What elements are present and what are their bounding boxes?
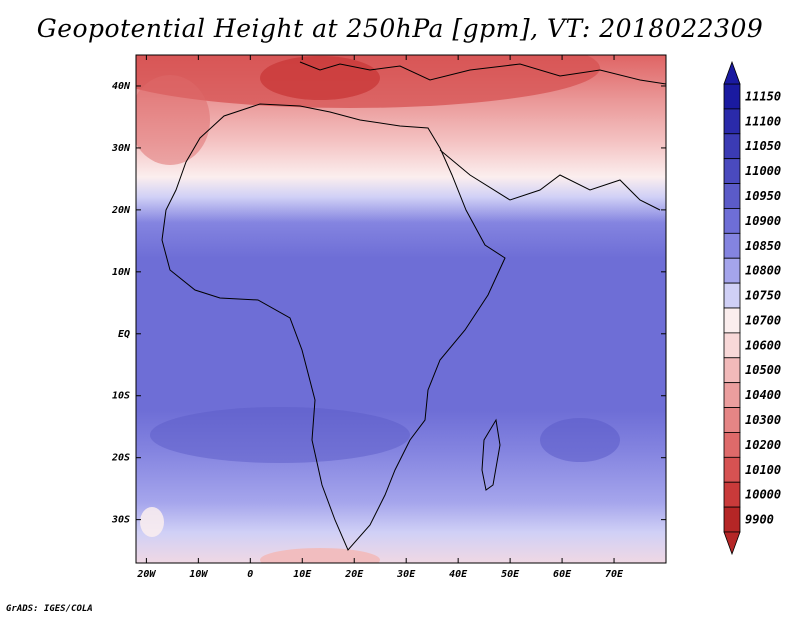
map-frame	[135, 54, 667, 564]
colorbar-swatch	[723, 232, 741, 259]
colorbar-swatch	[723, 332, 741, 359]
colorbar: 11150 11100 11050 11000 10950 10900 10850 10800…	[723, 60, 781, 556]
colorbar-label: 10900	[745, 214, 781, 228]
colorbar-label: 11100	[745, 114, 781, 128]
colorbar-label: 10100	[745, 463, 781, 477]
height-field	[136, 55, 666, 563]
lon-tick-label: 70E	[605, 569, 624, 580]
lat-tick-label: 10N	[112, 267, 131, 278]
lon-tick-label: 50E	[501, 569, 520, 580]
lat-tick-label: 20N	[111, 205, 131, 216]
colorbar-label: 10950	[745, 189, 781, 203]
colorbar-label: 10000	[745, 488, 781, 502]
colorbar-swatch	[723, 257, 741, 284]
lon-tick-label: 20E	[344, 569, 364, 580]
lat-tick-label: 40N	[112, 81, 131, 92]
credit-label: GrADS: IGES/COLA	[6, 604, 93, 614]
latitude-axis: 40N 30N 20N 10N EQ 10S 20S 30S	[111, 81, 666, 526]
colorbar-bottom-arrow	[723, 531, 741, 556]
colorbar-label: 10800	[745, 264, 781, 278]
lon-tick-label: 0	[247, 569, 253, 580]
longitude-axis: 20W 10W 0 10E 20E 30E 40E 50E 60E 70E	[136, 55, 624, 580]
colorbar-swatch	[723, 357, 741, 384]
lon-tick-label: 30E	[396, 569, 416, 580]
colorbar-swatch	[723, 382, 741, 408]
lat-tick-label: EQ	[118, 329, 130, 340]
colorbar-top-arrow	[723, 60, 741, 85]
colorbar-label: 10500	[745, 363, 781, 377]
colorbar-label: 10750	[745, 289, 781, 303]
colorbar-swatch	[723, 307, 741, 334]
colorbar-label: 11150	[745, 89, 781, 103]
colorbar-label: 11050	[745, 139, 781, 153]
colorbar-label: 10300	[745, 413, 781, 427]
colorbar-swatch	[723, 432, 741, 458]
colorbar-swatch	[723, 407, 741, 433]
lon-tick-label: 20W	[136, 569, 156, 580]
chart-title: Geopotential Height at 250hPa [gpm], VT:…	[36, 14, 764, 43]
lon-tick-label: 10E	[293, 569, 312, 580]
lat-tick-label: 30N	[111, 143, 131, 154]
colorbar-label: 10200	[745, 438, 781, 452]
colorbar-swatch	[723, 183, 741, 209]
colorbar-swatch	[723, 158, 741, 184]
colorbar-swatch	[723, 133, 741, 160]
lat-tick-label: 20S	[111, 453, 130, 464]
colorbar-swatch	[723, 506, 741, 533]
colorbar-label: 10400	[745, 388, 781, 402]
colorbar-swatch	[723, 282, 741, 309]
colorbar-label: 10850	[745, 239, 781, 253]
colorbar-label: 10700	[745, 313, 781, 327]
colorbar-label: 11000	[745, 164, 781, 178]
colorbar-swatch	[723, 481, 741, 508]
lon-tick-label: 40E	[449, 569, 468, 580]
lat-tick-label: 10S	[112, 391, 130, 402]
colorbar-label: 10600	[745, 338, 781, 352]
coastlines	[161, 61, 666, 551]
colorbar-label: 9900	[745, 513, 774, 527]
colorbar-swatch	[723, 83, 741, 110]
lon-tick-label: 60E	[553, 569, 572, 580]
colorbar-swatch	[723, 208, 741, 234]
colorbar-swatch	[723, 456, 741, 483]
lat-tick-label: 30S	[111, 515, 130, 526]
lon-tick-label: 10W	[189, 569, 208, 580]
colorbar-swatch	[723, 108, 741, 135]
